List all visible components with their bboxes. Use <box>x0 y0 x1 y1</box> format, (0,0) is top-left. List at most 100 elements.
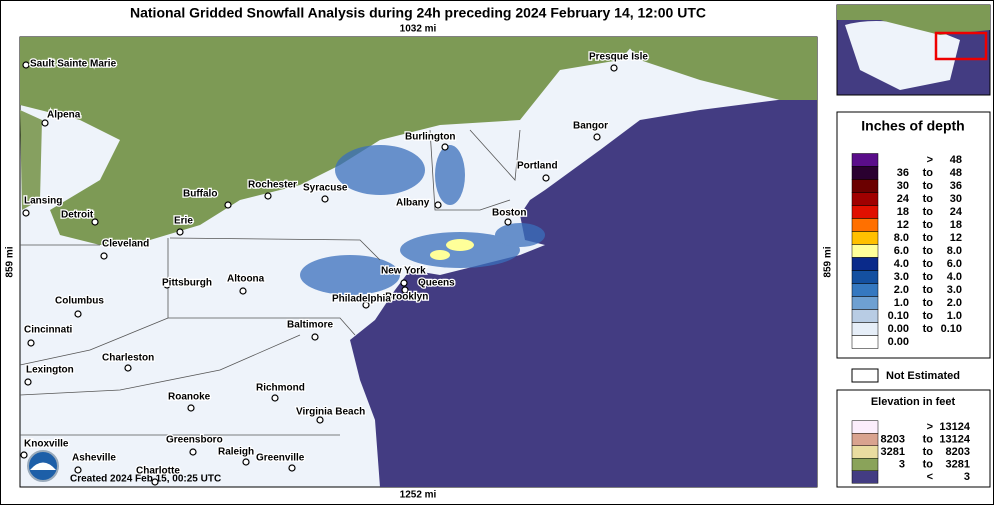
legend-label: 30 <box>950 193 962 205</box>
legend-swatch <box>851 218 879 232</box>
city-dot <box>100 252 108 260</box>
city-dot <box>22 209 30 217</box>
maritimes <box>620 37 817 100</box>
city-dot <box>176 228 184 236</box>
city-label: Lansing <box>24 196 62 207</box>
city-label: Cincinnati <box>24 325 73 336</box>
city-label: Sault Sainte Marie <box>30 59 117 70</box>
city-dot <box>74 466 82 474</box>
legend-label: 36 <box>897 167 909 179</box>
legend-label: 0.10 <box>941 323 962 335</box>
city-label: Boston <box>492 208 526 219</box>
city-dot <box>22 61 30 69</box>
city-dot <box>610 64 618 72</box>
city-label: Albany <box>396 198 430 209</box>
legend-label: 3.0 <box>947 284 962 296</box>
not-estimated: Not Estimated <box>886 370 960 382</box>
city-label: Greenville <box>256 453 305 464</box>
legend-label: 3.0 <box>894 271 909 283</box>
city-dot <box>91 218 99 226</box>
legend-label: 8.0 <box>947 245 962 257</box>
legend-label: 6.0 <box>947 258 962 270</box>
legend-label: to <box>923 258 934 270</box>
legend-swatch <box>851 270 879 284</box>
legend-swatch <box>851 244 879 258</box>
lake <box>20 110 42 210</box>
city-dot <box>504 218 512 226</box>
legend-label: 36 <box>950 180 962 192</box>
city-label: Philadelphia <box>332 294 391 305</box>
legend-label: 48 <box>950 154 962 166</box>
city-dot <box>189 448 197 456</box>
legend-label: 0.00 <box>888 323 909 335</box>
city-label: Syracuse <box>303 183 348 194</box>
city-label: Charlotte <box>136 466 180 477</box>
legend-label: 3 <box>964 471 970 483</box>
legend-label: 24 <box>897 193 910 205</box>
legend-label: 30 <box>897 180 909 192</box>
legend-label: 8203 <box>881 433 905 445</box>
legend-swatch <box>851 309 879 323</box>
city-dot <box>288 464 296 472</box>
city-label: Raleigh <box>218 447 254 458</box>
map <box>19 36 818 488</box>
legend-swatch <box>851 458 879 471</box>
canada <box>20 37 640 245</box>
legend-label: 0.00 <box>888 336 909 348</box>
legend-label: to <box>923 206 934 218</box>
city-label: Burlington <box>405 132 456 143</box>
legend-swatch <box>851 192 879 206</box>
legend-swatch <box>851 179 879 193</box>
city-dot <box>239 287 247 295</box>
city-dot <box>271 394 279 402</box>
legend-swatch <box>851 420 879 434</box>
legend-title: Inches of depth <box>861 118 964 134</box>
city-dot <box>441 143 449 151</box>
city-label: Asheville <box>72 453 116 464</box>
legend-label: to <box>923 245 934 257</box>
legend-label: to <box>923 284 934 296</box>
not-estimated-swatch <box>851 368 879 383</box>
heavy-snow <box>430 239 474 260</box>
city-dot <box>362 301 370 309</box>
legend-swatch <box>851 470 879 484</box>
city-label: Charleston <box>102 353 154 364</box>
legend-label: > <box>927 154 933 166</box>
city-label: Pittsburgh <box>162 278 212 289</box>
legend-label: 48 <box>950 167 962 179</box>
legend-label: to <box>923 297 934 309</box>
title: National Gridded Snowfall Analysis durin… <box>130 5 706 21</box>
legend-label: 12 <box>897 219 909 231</box>
city-dot <box>400 279 408 287</box>
legend-label: < <box>927 471 933 483</box>
legend-swatch <box>851 445 879 459</box>
city-label: Greensboro <box>166 435 223 446</box>
legend-label: 18 <box>897 206 909 218</box>
city-dot <box>316 416 324 424</box>
city-label: New York <box>381 266 426 277</box>
created: Created 2024 Feb 15, 00:25 UTC <box>70 474 221 485</box>
city-label: Columbus <box>55 296 104 307</box>
city-label: Knoxville <box>24 439 69 450</box>
city-dot <box>124 364 132 372</box>
legend-label: 3281 <box>881 446 905 458</box>
city-label: Queens <box>418 278 455 289</box>
legend-label: to <box>923 310 934 322</box>
legend-swatch <box>851 257 879 271</box>
legend-label: 2.0 <box>894 284 909 296</box>
legend-label: > <box>927 421 933 433</box>
city-dot <box>311 333 319 341</box>
city-dot <box>163 281 171 289</box>
city-dot <box>264 192 272 200</box>
legend-label: 8.0 <box>894 232 909 244</box>
legend-swatch <box>851 231 879 245</box>
city-dot <box>593 133 601 141</box>
elevation-title: Elevation in feet <box>871 396 956 408</box>
legend-label: 3281 <box>946 458 970 470</box>
city-label: Erie <box>174 216 193 227</box>
noaa-logo <box>27 450 59 482</box>
city-label: Cleveland <box>102 239 149 250</box>
city-dot <box>401 286 409 294</box>
legend-label: 13124 <box>939 433 970 445</box>
legend-label: to <box>923 433 934 445</box>
